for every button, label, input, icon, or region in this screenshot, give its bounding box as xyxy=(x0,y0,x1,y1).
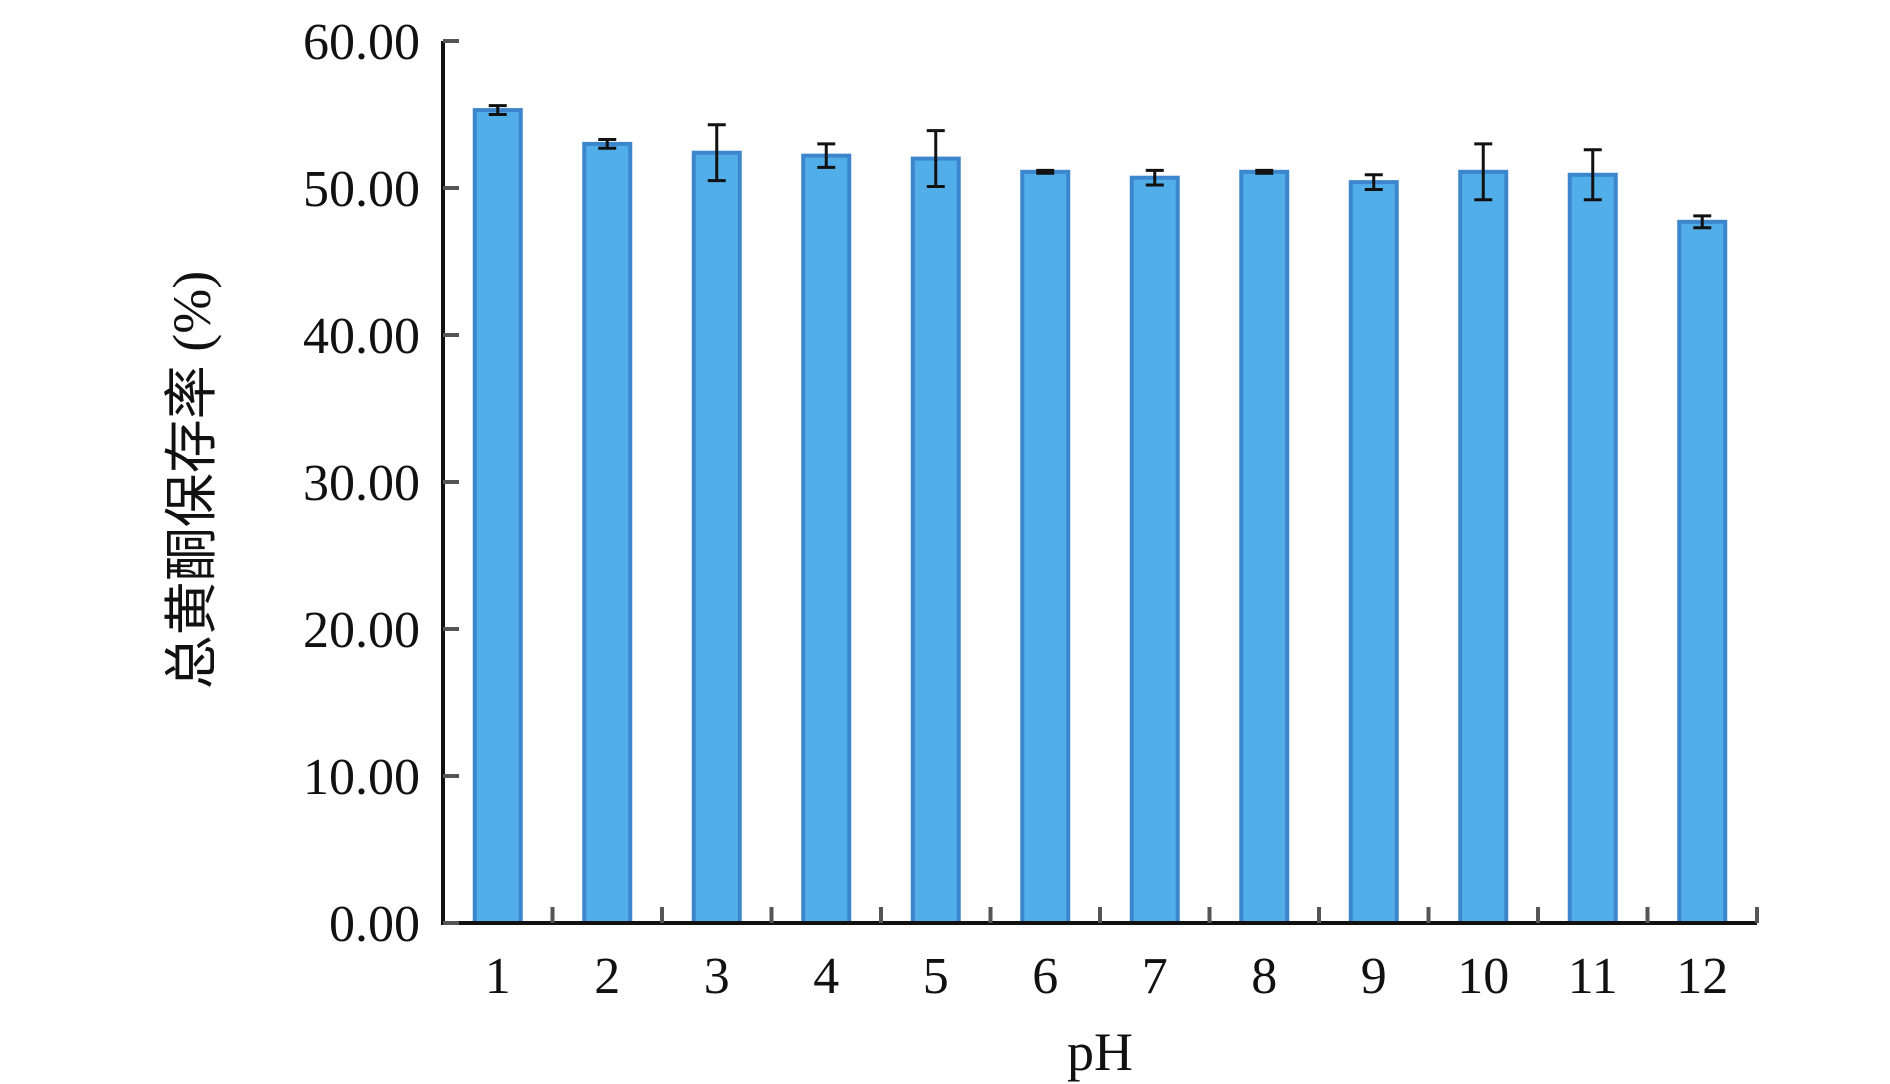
bar xyxy=(1239,169,1290,925)
x-tick-label: 2 xyxy=(594,948,620,1005)
y-tick-label: 30.00 xyxy=(303,455,420,512)
x-axis-title: pH xyxy=(1067,1022,1133,1082)
bar xyxy=(910,156,961,926)
x-tick-label: 5 xyxy=(923,948,949,1005)
bar xyxy=(582,141,633,925)
y-axis-title: 总黄酮保存率 (%) xyxy=(162,271,222,689)
x-tick-label: 7 xyxy=(1142,948,1168,1005)
bar xyxy=(1677,219,1728,925)
x-tick-label: 12 xyxy=(1676,948,1728,1005)
x-tick-labels: 1 2 3 4 5 6 7 8 9 10 11 12 xyxy=(485,948,1729,1005)
axes-group xyxy=(441,39,1759,925)
x-tick-label: 9 xyxy=(1361,948,1387,1005)
y-tick-label: 50.00 xyxy=(303,161,420,218)
y-tick-labels: 0.00 10.00 20.00 30.00 40.00 50.00 60.00 xyxy=(303,14,420,953)
y-tick-label: 10.00 xyxy=(303,749,420,806)
bar xyxy=(1348,180,1399,925)
x-tick-label: 6 xyxy=(1032,948,1058,1005)
y-tick-label: 60.00 xyxy=(303,14,420,71)
x-tick-label: 10 xyxy=(1457,948,1509,1005)
y-tick-label: 20.00 xyxy=(303,602,420,659)
bar xyxy=(1458,169,1509,925)
bar xyxy=(1020,169,1071,925)
x-tick-label: 4 xyxy=(813,948,839,1005)
bar xyxy=(691,150,742,926)
x-tick-label: 3 xyxy=(704,948,730,1005)
x-tick-label: 1 xyxy=(485,948,511,1005)
bar xyxy=(1129,175,1180,925)
bars-group xyxy=(472,108,1728,926)
bar xyxy=(801,153,852,926)
y-tick-label: 40.00 xyxy=(303,308,420,365)
x-tick-label: 8 xyxy=(1251,948,1277,1005)
y-tick-label: 0.00 xyxy=(329,896,420,953)
bar xyxy=(1567,172,1618,925)
error-bars-group xyxy=(488,104,1712,230)
x-tick-label: 11 xyxy=(1568,948,1618,1005)
bar xyxy=(472,108,523,925)
